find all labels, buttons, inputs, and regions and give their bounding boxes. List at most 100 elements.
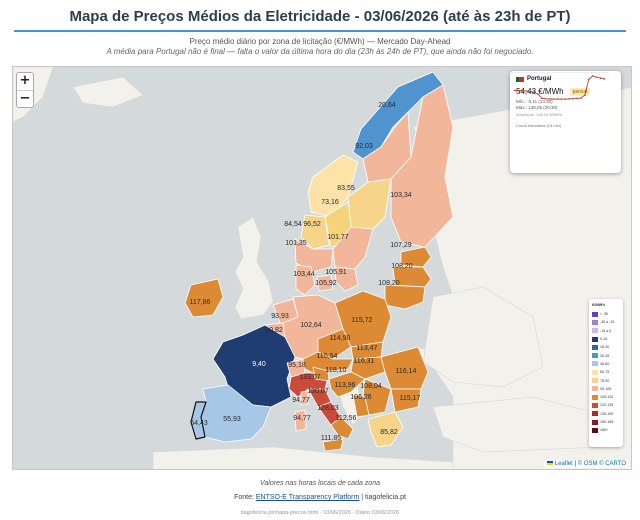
- legend-item: 30-45: [592, 351, 620, 359]
- price-map[interactable]: 20,64 73,16 84,54 96,52 101,35 92,03 83,…: [12, 66, 632, 470]
- legend-label: 0-15: [600, 337, 608, 342]
- zone-se4[interactable]: [334, 266, 359, 292]
- intraday-curve-point: [533, 91, 535, 94]
- legend-label: 135-150: [600, 411, 614, 416]
- price-label-se1: 92,03: [355, 143, 373, 150]
- intraday-curve-point: [525, 90, 528, 92]
- legend-label: 15-30: [600, 345, 610, 350]
- zone-it-sardinia[interactable]: [294, 409, 307, 432]
- land-belarus-ukraine: [422, 286, 544, 388]
- carto-link[interactable]: © CARTO: [599, 461, 626, 467]
- price-label-de: 102,64: [300, 322, 322, 329]
- legend-swatch: [592, 336, 598, 342]
- price-label-cz: 114,90: [330, 335, 351, 342]
- zone-it-south[interactable]: [330, 416, 354, 440]
- legend-label: 30-45: [600, 353, 610, 358]
- price-label-dk2: 105,92: [315, 280, 337, 287]
- legend-label: 120-135: [600, 403, 614, 408]
- intraday-curve-point: [521, 89, 524, 92]
- legend-label: 165+: [600, 428, 609, 433]
- price-legend: €/MWh < -30 -30 a -15 -15 a 0 0-15 15-30 30-4…: [589, 299, 623, 447]
- price-label-no2: 101,35: [285, 240, 307, 247]
- intraday-curve-point: [560, 98, 563, 100]
- zone-fr[interactable]: [212, 324, 296, 408]
- legend-item: 165+: [592, 426, 620, 434]
- intraday-curve-point: [576, 97, 578, 100]
- land-iceland: [72, 76, 144, 108]
- zone-ie[interactable]: [184, 278, 224, 318]
- zone-gr[interactable]: [367, 411, 404, 448]
- zone-dk2[interactable]: [316, 274, 334, 292]
- legend-swatch: [592, 369, 598, 375]
- zone-me[interactable]: [352, 394, 370, 418]
- price-label-hu: 116,31: [354, 358, 375, 365]
- price-labels: 20,64 73,16 84,54 96,52 101,35 92,03 83,…: [190, 102, 421, 442]
- zone-lv[interactable]: [392, 266, 432, 288]
- price-label-no4: 20,64: [378, 102, 396, 109]
- zone-hr[interactable]: [328, 371, 366, 398]
- zone-dk1[interactable]: [295, 264, 316, 296]
- intraday-curve-point: [595, 76, 598, 79]
- legend-item: 0-15: [592, 335, 620, 343]
- zone-bg[interactable]: [390, 388, 422, 413]
- zoom-out-button[interactable]: −: [17, 90, 33, 107]
- price-label-nl: 93,93: [271, 313, 289, 320]
- intraday-curve-point: [564, 98, 567, 100]
- zone-no3[interactable]: [307, 154, 359, 218]
- source-suffix: | tiagofelicia.pt: [359, 494, 406, 501]
- zone-ee[interactable]: [400, 246, 432, 268]
- price-label-it-north: 133,07: [299, 374, 321, 381]
- info-max: Máx.: 138,05 (20:30): [516, 105, 558, 110]
- legend-swatch: [592, 411, 598, 417]
- land-uk: [234, 216, 274, 320]
- price-label-be: 90,82: [265, 327, 283, 334]
- intraday-curve-point: [584, 94, 586, 96]
- price-label-fr: 9,40: [252, 361, 266, 368]
- zone-rs[interactable]: [362, 378, 392, 416]
- zone-it-sicily[interactable]: [322, 438, 344, 452]
- partial-average-note: A média para Portugal não é final — falt…: [106, 47, 534, 56]
- legend-swatch: [592, 378, 598, 384]
- legend-label: 75-90: [600, 378, 610, 383]
- info-price: 54,43 €/MWh: [516, 87, 564, 96]
- price-label-dk1: 103,44: [293, 271, 315, 278]
- price-label-lv: 108,20: [391, 263, 413, 270]
- zone-lt[interactable]: [384, 284, 426, 310]
- partial-badge: parcial: [569, 87, 591, 96]
- zone-cz[interactable]: [317, 328, 352, 360]
- legend-swatch: [592, 386, 598, 392]
- zone-no1[interactable]: [300, 214, 330, 250]
- intraday-curve-point: [529, 90, 531, 93]
- zone-hu[interactable]: [350, 356, 386, 380]
- intraday-curve-point: [599, 77, 602, 79]
- zone-fr-corsica[interactable]: [300, 390, 309, 406]
- legend-label: < -30: [600, 312, 609, 317]
- price-label-fi: 103,34: [390, 192, 412, 199]
- price-label-ro: 116,14: [396, 368, 417, 375]
- price-label-se3: 101,77: [327, 234, 349, 241]
- legend-item: 15-30: [592, 343, 620, 351]
- price-label-no3: 73,16: [321, 199, 339, 206]
- zone-no2[interactable]: [294, 238, 334, 273]
- legend-label: 60-75: [600, 370, 610, 375]
- entsoe-link[interactable]: ENTSO-E Transparency Platform: [255, 494, 360, 501]
- zoom-control: + −: [16, 72, 34, 108]
- legend-label: 105-120: [600, 395, 614, 400]
- osm-link[interactable]: © OSM: [577, 461, 598, 467]
- intraday-curve-point: [517, 89, 520, 92]
- zoom-in-button[interactable]: +: [19, 73, 31, 88]
- curve-label: Curva intradiária (15 min): [516, 123, 562, 128]
- price-label-it-centre-north: 130,07: [307, 388, 329, 395]
- price-label-ee: 107,29: [390, 242, 412, 249]
- price-label-sk: 113,47: [357, 345, 378, 352]
- legend-item: -30 a -15: [592, 318, 620, 326]
- intraday-curve-point: [548, 98, 551, 100]
- legend-swatch: [592, 344, 598, 350]
- zone-fi[interactable]: [390, 84, 454, 248]
- intraday-curve-point: [572, 97, 574, 100]
- leaflet-link[interactable]: Leaflet: [554, 461, 573, 467]
- legend-item: -15 a 0: [592, 327, 620, 335]
- price-label-es: 55,93: [223, 416, 241, 423]
- legend-label: 45-60: [600, 361, 610, 366]
- zone-pt[interactable]: [190, 401, 207, 440]
